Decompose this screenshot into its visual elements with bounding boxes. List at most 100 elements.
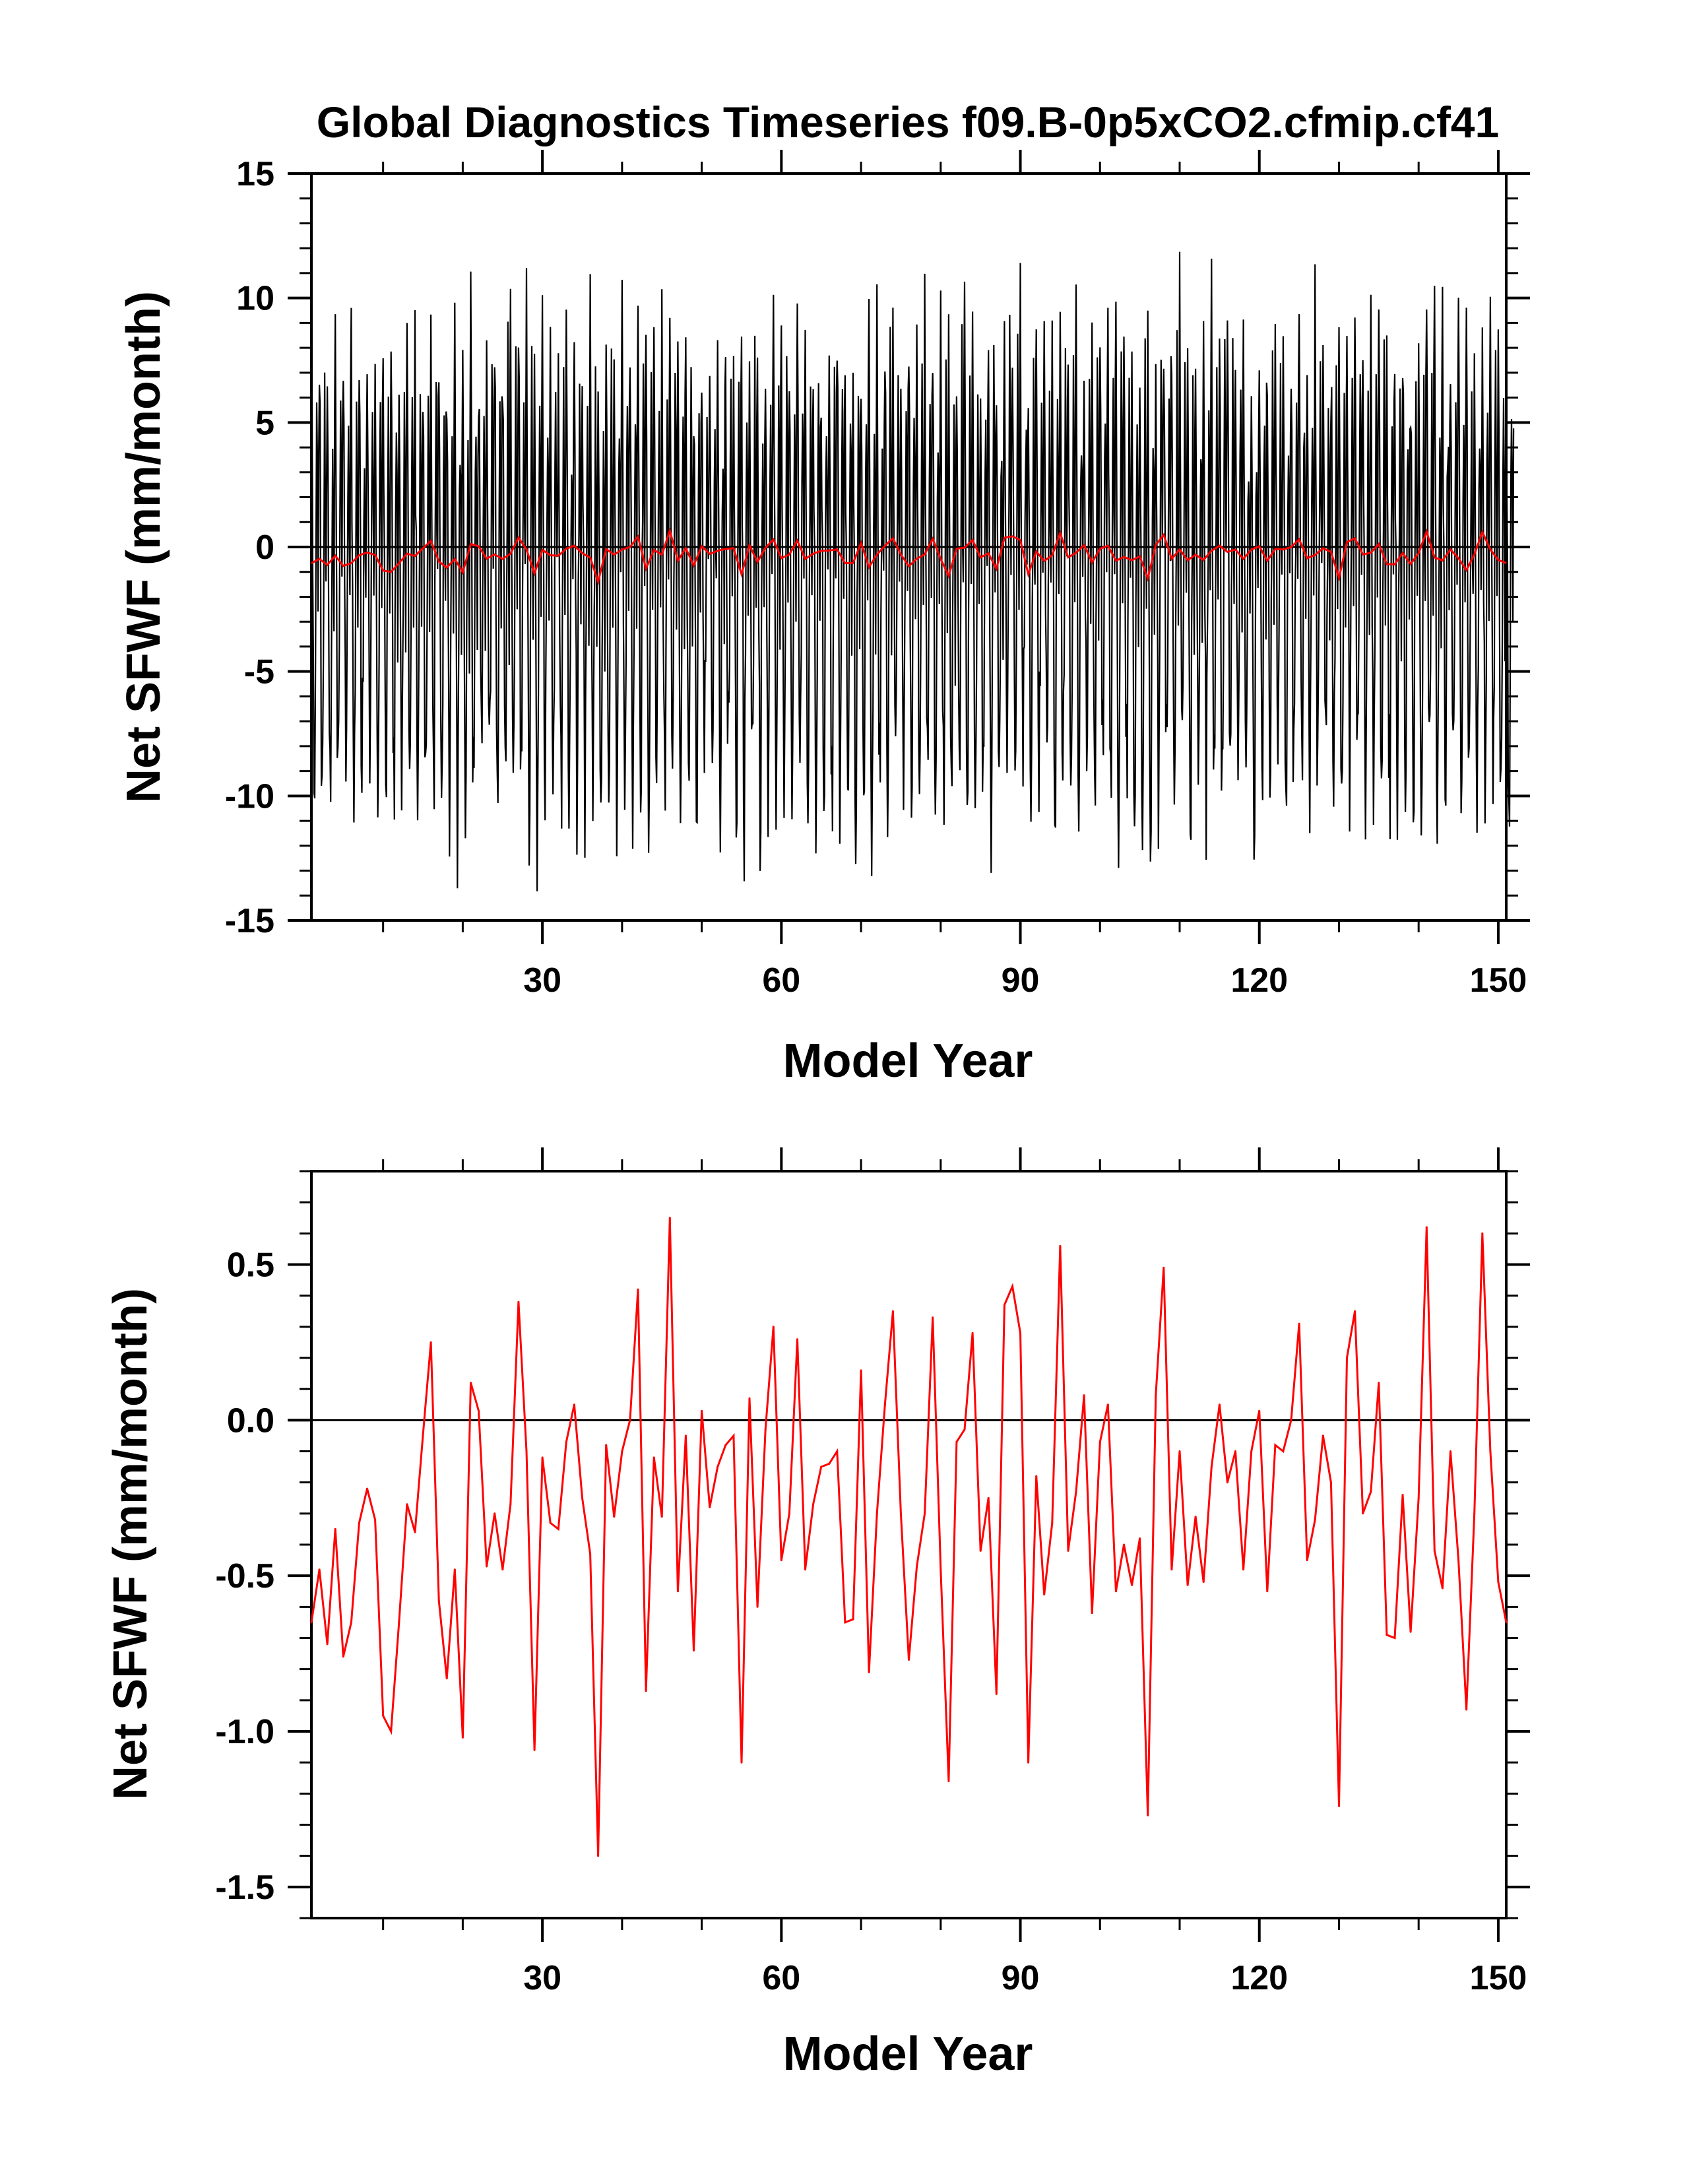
data-point — [987, 1496, 990, 1499]
data-point — [645, 1690, 647, 1692]
data-point — [772, 1326, 775, 1328]
data-point — [414, 1531, 416, 1533]
data-point — [461, 1736, 464, 1739]
y-tick-label: -10 — [225, 777, 274, 816]
data-point — [1011, 1285, 1013, 1287]
data-point — [1282, 1450, 1285, 1452]
data-point — [828, 1462, 831, 1465]
data-point — [1306, 1559, 1308, 1562]
data-point — [597, 1855, 600, 1857]
data-point — [724, 1444, 727, 1446]
data-point — [1202, 1581, 1205, 1584]
data-point — [1218, 1403, 1221, 1406]
data-point — [318, 1568, 321, 1571]
data-point — [1234, 1450, 1236, 1452]
data-point — [1433, 1549, 1436, 1552]
data-point — [366, 1487, 368, 1490]
data-point — [1290, 1419, 1292, 1421]
data-point — [860, 1369, 862, 1372]
x-tick-label: 120 — [1230, 961, 1288, 1000]
series-annual-mean-line — [310, 1217, 1508, 1856]
y-tick-label: 5 — [255, 404, 274, 442]
data-point — [1163, 1266, 1165, 1269]
data-point — [709, 1506, 711, 1508]
data-point — [326, 1643, 329, 1646]
x-tick-label: 90 — [1002, 1959, 1040, 1997]
data-point — [342, 1655, 344, 1658]
data-point — [486, 1565, 488, 1568]
data-point — [374, 1518, 377, 1521]
data-point — [701, 1409, 703, 1412]
data-point — [932, 1316, 934, 1319]
data-point — [1155, 1394, 1157, 1397]
data-point — [1114, 1590, 1117, 1593]
data-point — [1147, 1814, 1149, 1816]
x-tick-labels-bottom: 30 60 90 120 150 — [523, 1959, 1527, 1997]
data-point — [1505, 1621, 1508, 1624]
y-tick-label: -0.5 — [215, 1557, 274, 1595]
data-point — [1027, 1761, 1030, 1764]
data-point — [390, 1730, 393, 1733]
data-point — [1019, 1332, 1021, 1334]
data-point — [1067, 1549, 1069, 1552]
data-point — [549, 1522, 552, 1524]
x-tick-label: 150 — [1470, 1959, 1527, 1997]
data-point — [1425, 1226, 1428, 1229]
series-monthly-line — [310, 251, 1515, 891]
data-point — [589, 1553, 592, 1555]
data-point — [1194, 1516, 1197, 1518]
data-point — [1051, 1522, 1054, 1524]
data-point — [581, 1496, 583, 1499]
panel-top: -15 -10 -5 0 5 10 15 30 60 90 120 150 Model Year N… — [117, 150, 1530, 1087]
x-tick-label: 120 — [1230, 1959, 1288, 1997]
data-point — [764, 1429, 767, 1430]
data-point — [1473, 1512, 1476, 1515]
data-point — [494, 1512, 496, 1515]
data-point — [947, 1780, 950, 1782]
data-point — [836, 1450, 839, 1452]
data-point — [740, 1761, 743, 1764]
data-point — [310, 1621, 313, 1624]
data-point — [1457, 1559, 1460, 1562]
data-point — [891, 1310, 894, 1312]
data-point — [1075, 1491, 1077, 1493]
data-point — [334, 1527, 336, 1530]
ticks-bottom — [288, 1147, 1530, 1942]
data-point — [979, 1549, 982, 1552]
data-point — [1362, 1512, 1364, 1515]
data-point — [812, 1503, 815, 1506]
data-point — [1386, 1634, 1388, 1636]
data-point — [605, 1444, 608, 1446]
y-tick-labels-bottom: -1.5 -1.0 -0.5 0.0 0.5 — [215, 1246, 274, 1907]
data-point — [565, 1440, 567, 1443]
data-point — [621, 1450, 623, 1452]
y-tick-label: 0 — [255, 529, 274, 567]
y-tick-label: -15 — [225, 902, 274, 940]
data-point — [1354, 1310, 1356, 1312]
data-point — [1059, 1244, 1062, 1247]
data-point — [1338, 1805, 1340, 1807]
data-point — [796, 1338, 798, 1341]
data-point — [557, 1527, 559, 1530]
data-point — [358, 1522, 360, 1524]
data-point — [1266, 1590, 1269, 1593]
data-point — [1465, 1708, 1468, 1711]
data-point — [717, 1465, 719, 1468]
data-point — [963, 1429, 966, 1430]
data-point — [1091, 1612, 1093, 1615]
x-tick-label: 30 — [523, 1959, 561, 1997]
data-point — [868, 1671, 870, 1673]
data-point — [1003, 1304, 1005, 1306]
data-point — [1481, 1232, 1484, 1235]
data-point — [908, 1659, 910, 1661]
data-point — [1401, 1494, 1404, 1496]
data-point — [971, 1332, 974, 1334]
data-point — [883, 1403, 886, 1406]
y-tick-label: 10 — [236, 280, 274, 318]
data-point — [1035, 1475, 1038, 1477]
series-top — [310, 251, 1515, 891]
x-tick-labels-top: 30 60 90 120 150 — [523, 961, 1527, 1000]
data-point — [820, 1465, 823, 1468]
data-point — [1489, 1450, 1492, 1452]
data-point — [940, 1568, 942, 1571]
